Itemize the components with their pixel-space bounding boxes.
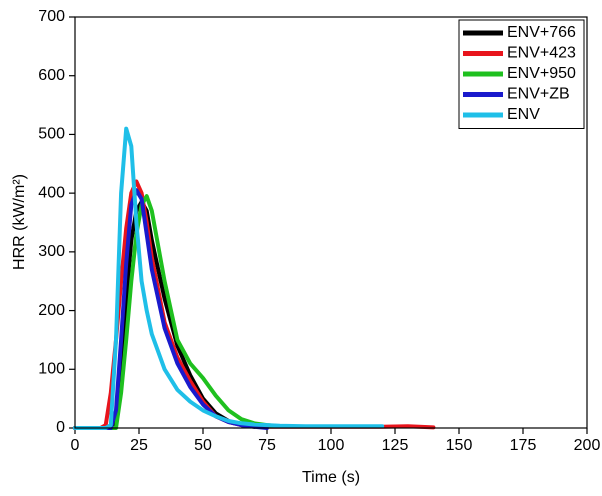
series-line — [73, 194, 282, 430]
y-tick-label: 300 — [38, 243, 65, 260]
plot-frame — [74, 16, 588, 429]
y-axis-label: HRR (kW/m²) — [11, 174, 28, 270]
legend-label: ENV+950 — [507, 65, 576, 82]
y-tick-label: 500 — [38, 126, 65, 143]
x-tick-label: 25 — [130, 437, 148, 454]
legend-label: ENV+ZB — [507, 86, 570, 103]
legend-label: ENV — [507, 106, 540, 123]
x-tick-label: 100 — [318, 437, 345, 454]
legend-label: ENV+423 — [507, 45, 576, 62]
x-axis-label: Time (s) — [302, 469, 360, 486]
y-tick-label: 100 — [38, 361, 65, 378]
x-tick-label: 150 — [446, 437, 473, 454]
y-tick-label: 200 — [38, 302, 65, 319]
x-tick-label: 0 — [71, 437, 80, 454]
x-tick-label: 125 — [382, 437, 409, 454]
y-tick-label: 0 — [56, 419, 65, 436]
x-tick-label: 50 — [194, 437, 212, 454]
y-tick-label: 700 — [38, 8, 65, 25]
legend-label: ENV+766 — [507, 24, 576, 41]
y-tick-label: 400 — [38, 184, 65, 201]
x-tick-label: 175 — [510, 437, 537, 454]
x-tick-label: 200 — [574, 437, 601, 454]
x-tick-label: 75 — [258, 437, 276, 454]
series-line — [73, 126, 385, 430]
y-tick-label: 600 — [38, 67, 65, 84]
